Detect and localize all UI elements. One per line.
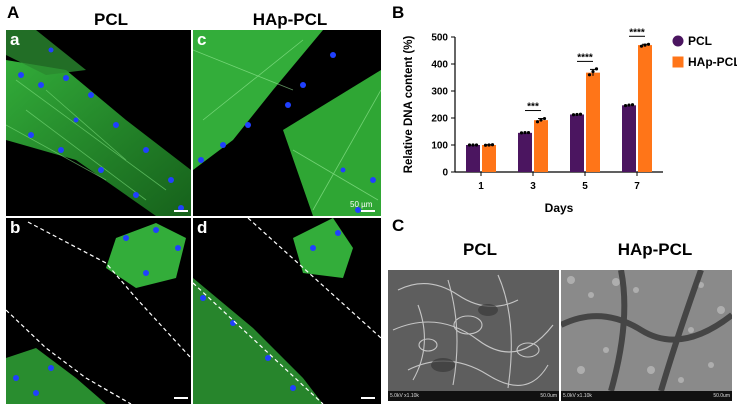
x-tick-label: 3: [530, 181, 536, 192]
scale-text: 50 µm: [350, 200, 373, 209]
sublabel-d: d: [197, 218, 208, 237]
y-tick-label: 0: [442, 168, 448, 179]
significance-label: ****: [577, 52, 593, 63]
y-tick-label: 300: [431, 87, 448, 98]
sem-scale-pcl: 50.0um: [540, 393, 557, 399]
data-point: [646, 42, 651, 46]
data-point: [526, 130, 531, 135]
data-point: [575, 112, 579, 117]
panel-letter-b: B: [392, 3, 405, 22]
y-tick-label: 400: [431, 60, 448, 71]
y-tick-label: 200: [431, 114, 448, 125]
fluorescence-image-a: [6, 30, 191, 216]
sem-title-hap-pcl: HAp-PCL: [617, 240, 693, 259]
data-point: [490, 143, 495, 147]
sem-info-pcl: 5.0kV x1.10k: [390, 393, 419, 399]
data-point: [594, 67, 599, 71]
data-point: [630, 103, 635, 107]
column-title-hap-pcl: HAp-PCL: [252, 10, 328, 29]
scale-bar-d: [361, 397, 375, 399]
micrograph-d: d: [193, 218, 381, 404]
sem-footer-hap-pcl: 5.0kV x1.10k 50.0um: [561, 391, 732, 401]
x-tick-label: 1: [478, 181, 484, 192]
bar-hap-pcl-day-3: [534, 120, 548, 172]
sem-title-pcl: PCL: [463, 240, 497, 259]
fluorescence-image-b: [6, 221, 191, 404]
sem-scale-hap-pcl: 50.0um: [713, 393, 730, 399]
bar-hap-pcl-day-5: [586, 72, 600, 172]
sem-texture-pcl: [388, 270, 559, 391]
data-point: [535, 120, 540, 124]
sem-footer-pcl: 5.0kV x1.10k 50.0um: [388, 391, 559, 401]
x-tick-label: 5: [582, 181, 588, 192]
scale-bar-b: [174, 397, 188, 399]
bar-pcl-day-7: [622, 105, 636, 172]
bar-hap-pcl-day-1: [482, 145, 496, 172]
data-point: [578, 112, 583, 116]
x-axis-label: Days: [545, 201, 574, 215]
data-point: [643, 43, 647, 47]
data-point: [591, 69, 595, 74]
y-axis-label: Relative DNA content (%): [403, 36, 415, 174]
data-point: [519, 131, 524, 135]
data-point: [467, 143, 472, 147]
bar-pcl-day-1: [466, 145, 480, 172]
sem-texture-hap-pcl: [561, 270, 732, 392]
data-point: [471, 143, 475, 147]
column-title-pcl: PCL: [94, 10, 128, 29]
micrograph-b: b: [6, 218, 191, 404]
data-point: [523, 130, 527, 135]
data-point: [542, 116, 547, 121]
data-point: [639, 44, 644, 48]
y-tick-label: 100: [431, 141, 448, 152]
data-point: [474, 143, 479, 147]
panel-letter-a: A: [7, 3, 20, 22]
sublabel-b: b: [10, 218, 21, 237]
legend-label: HAp-PCL: [688, 55, 737, 69]
micrograph-a: a: [6, 30, 191, 216]
micrograph-c: c 50 µm: [193, 30, 381, 216]
data-point: [627, 103, 631, 107]
sublabel-a: a: [10, 30, 20, 49]
scale-bar-c: [361, 210, 375, 212]
legend-marker-hap-pcl: [672, 56, 684, 68]
data-point: [623, 103, 628, 108]
sublabel-c: c: [197, 30, 207, 49]
significance-label: ***: [527, 102, 539, 113]
fluorescence-image-d: [193, 218, 381, 404]
dna-content-chart: 0 100 200 300 400 500 Relative DNA content (%)…: [403, 27, 737, 215]
data-point: [487, 143, 491, 147]
significance-label: ****: [629, 27, 645, 38]
legend-label: PCL: [688, 34, 712, 48]
panel-letter-c: C: [392, 216, 405, 235]
data-point: [571, 113, 576, 117]
y-tick-label: 500: [431, 33, 448, 44]
sem-info-hap-pcl: 5.0kV x1.10k: [563, 393, 592, 399]
data-point: [587, 73, 592, 77]
bar-pcl-day-3: [518, 132, 532, 172]
x-tick-label: 7: [634, 181, 640, 192]
sem-image-pcl: 5.0kV x1.10k 50.0um: [388, 270, 559, 401]
data-point: [483, 143, 488, 147]
bar-pcl-day-5: [570, 114, 584, 172]
data-point: [539, 118, 543, 122]
bar-hap-pcl-day-7: [638, 45, 652, 172]
legend-marker-pcl: [672, 35, 684, 47]
scale-bar-a: [174, 210, 188, 212]
fluorescence-image-c: [193, 30, 381, 216]
sem-image-hap-pcl: 5.0kV x1.10k 50.0um: [561, 270, 732, 401]
